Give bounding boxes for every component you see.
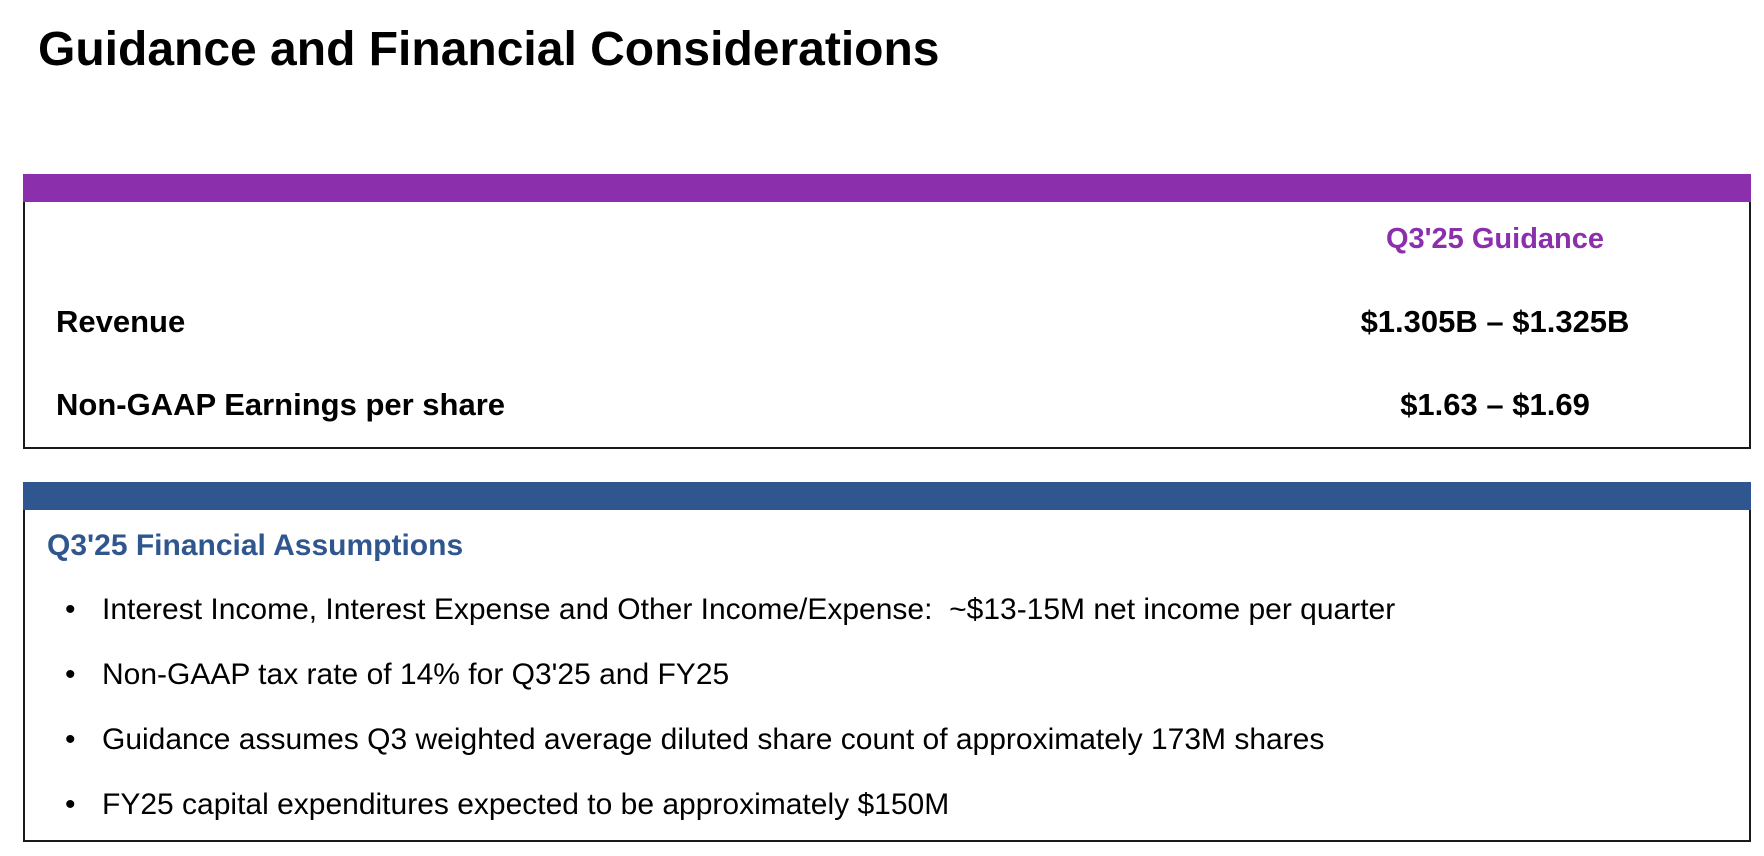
assumption-text: Interest Income, Interest Expense and Ot… — [102, 593, 1396, 626]
bullet-icon: • — [65, 593, 76, 626]
assumptions-heading: Q3'25 Financial Assumptions — [47, 529, 464, 562]
revenue-label: Revenue — [56, 304, 186, 339]
assumption-text: Non-GAAP tax rate of 14% for Q3'25 and F… — [102, 658, 730, 691]
assumptions-header-bar — [23, 482, 1751, 510]
assumptions-box: Q3'25 Financial Assumptions • Interest I… — [23, 482, 1751, 842]
bullet-icon: • — [65, 658, 76, 691]
revenue-value: $1.305B – $1.325B — [1360, 304, 1630, 339]
bullet-icon: • — [65, 723, 76, 756]
bullet-icon: • — [65, 788, 76, 821]
eps-value: $1.63 – $1.69 — [1400, 387, 1590, 422]
guidance-box: Q3'25 Guidance Revenue $1.305B – $1.325B… — [23, 174, 1751, 449]
assumption-text: Guidance assumes Q3 weighted average dil… — [102, 723, 1325, 756]
page-title: Guidance and Financial Considerations — [38, 23, 940, 76]
assumption-text: FY25 capital expenditures expected to be… — [102, 788, 950, 821]
guidance-header-bar — [23, 174, 1751, 202]
eps-label: Non-GAAP Earnings per share — [56, 387, 506, 422]
guidance-column-header: Q3'25 Guidance — [1385, 223, 1605, 255]
